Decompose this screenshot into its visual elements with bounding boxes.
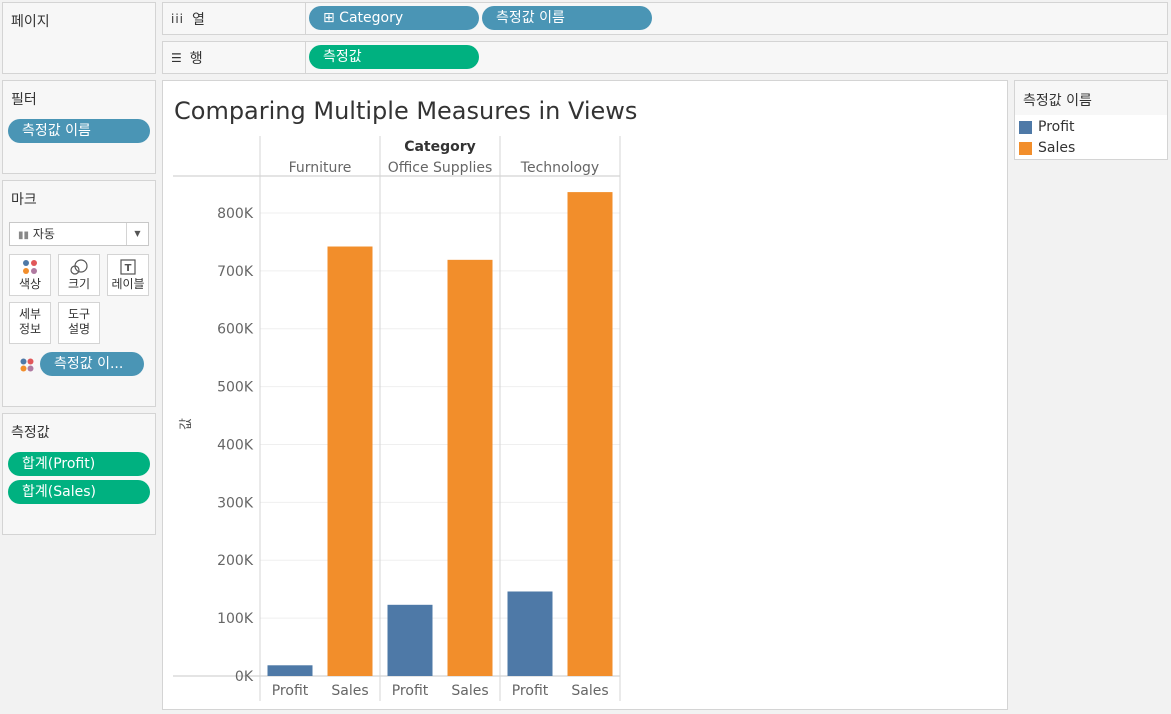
legend-swatch-sales — [1019, 141, 1032, 155]
columns-shelf-label: 열 — [192, 11, 205, 28]
bar-profit — [387, 604, 433, 676]
columns-pill-measure-names[interactable]: 측정값 이름 — [482, 6, 652, 30]
y-axis-label: 값 — [179, 418, 194, 430]
measure-label: Profit — [272, 683, 309, 699]
legend-title: 측정값 이름 — [1015, 81, 1167, 115]
y-tick-label: 800K — [217, 206, 254, 222]
measure-label: Sales — [331, 683, 368, 699]
bar-profit — [507, 591, 553, 676]
bar-chart-icon: ▮▮ — [18, 230, 30, 241]
y-tick-label: 500K — [217, 380, 254, 396]
bar-sales — [447, 259, 493, 676]
rows-shelf[interactable]: ☰ 행 측정값 — [162, 41, 1168, 74]
bar-profit — [267, 665, 313, 676]
columns-pill-category[interactable]: ⊞ Category — [309, 6, 479, 30]
measure-label: Profit — [512, 683, 549, 699]
legend-swatch-profit — [1019, 120, 1032, 134]
category-label: Technology — [520, 160, 599, 176]
measure-pill-profit[interactable]: 합계(Profit) — [8, 452, 150, 476]
filters-title: 필터 — [11, 92, 37, 108]
y-tick-label: 400K — [217, 437, 254, 453]
measure-values-panel: 측정값 합계(Profit) 합계(Sales) — [2, 413, 156, 535]
legend-item-sales[interactable]: Sales — [1019, 140, 1075, 156]
legend-panel: 측정값 이름 Profit Sales — [1014, 80, 1168, 160]
category-label: Furniture — [289, 160, 352, 176]
bar-sales — [567, 192, 613, 677]
color-pill-measure-names[interactable]: 측정값 이... — [40, 352, 144, 376]
text-label-icon: T — [108, 255, 148, 277]
marks-panel: 마크 ▮▮ 자동 ▼ 색상 크기 T 레이블 세부 정보 도구 설명 측정값 이… — [2, 180, 156, 407]
chart-title: Comparing Multiple Measures in Views — [174, 97, 637, 125]
color-label: 색상 — [18, 277, 42, 291]
rows-pill-measure-values[interactable]: 측정값 — [309, 45, 479, 69]
y-tick-label: 200K — [217, 553, 254, 569]
bar-sales — [327, 246, 373, 676]
filters-panel: 필터 측정값 이름 — [2, 80, 156, 174]
measure-label: Sales — [451, 683, 488, 699]
color-dots-icon — [10, 255, 50, 277]
measure-values-title: 측정값 — [11, 425, 50, 441]
y-tick-label: 700K — [217, 264, 254, 280]
tooltip-button[interactable]: 도구 설명 — [58, 302, 100, 344]
measure-label: Profit — [392, 683, 429, 699]
legend-item-profit[interactable]: Profit — [1019, 119, 1075, 135]
label-label: 레이블 — [111, 277, 145, 291]
size-button[interactable]: 크기 — [58, 254, 100, 296]
filter-pill-measure-names[interactable]: 측정값 이름 — [8, 119, 150, 143]
color-button[interactable]: 색상 — [9, 254, 51, 296]
chart-view: Comparing Multiple Measures in Views Cat… — [162, 80, 1008, 710]
measure-label: Sales — [571, 683, 608, 699]
chart-svg: Comparing Multiple Measures in Views Cat… — [173, 97, 637, 701]
rows-shelf-label: 행 — [189, 50, 203, 67]
y-tick-label: 300K — [217, 495, 254, 511]
pages-panel: 페이지 — [2, 2, 156, 74]
marks-title: 마크 — [11, 192, 37, 208]
category-header: Category — [404, 139, 476, 155]
detail-button[interactable]: 세부 정보 — [9, 302, 51, 344]
label-button[interactable]: T 레이블 — [107, 254, 149, 296]
color-dots-icon — [20, 358, 34, 376]
columns-shelf[interactable]: iii 열 ⊞ Category 측정값 이름 — [162, 2, 1168, 35]
columns-icon: iii — [171, 11, 185, 26]
y-tick-label: 0K — [235, 669, 254, 685]
pages-title: 페이지 — [11, 14, 50, 30]
legend-label-sales: Sales — [1038, 140, 1076, 156]
category-label: Office Supplies — [388, 160, 493, 176]
measure-pill-sales[interactable]: 합계(Sales) — [8, 480, 150, 504]
legend-label-profit: Profit — [1038, 119, 1075, 135]
mark-type-value: 자동 — [32, 227, 55, 241]
rows-icon: ☰ — [171, 50, 182, 65]
size-icon — [59, 255, 99, 277]
svg-text:T: T — [125, 263, 132, 274]
chevron-down-icon: ▼ — [126, 223, 148, 245]
y-tick-label: 600K — [217, 322, 254, 338]
size-label: 크기 — [67, 277, 91, 291]
mark-type-dropdown[interactable]: ▮▮ 자동 ▼ — [9, 222, 149, 246]
y-tick-label: 100K — [217, 611, 254, 627]
